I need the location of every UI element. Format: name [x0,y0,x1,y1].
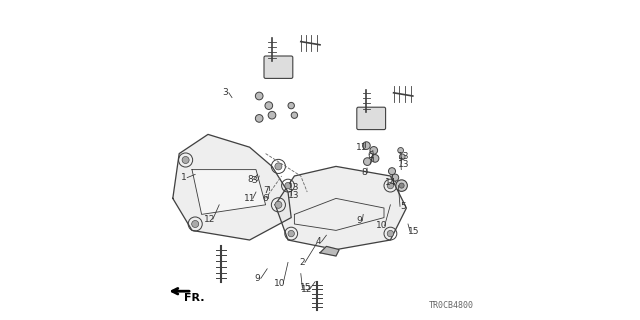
Circle shape [255,115,263,122]
Circle shape [371,155,379,162]
Circle shape [388,168,396,175]
Text: 12: 12 [301,285,312,294]
Circle shape [268,111,276,119]
Text: 11: 11 [244,194,255,203]
Text: 15: 15 [408,228,419,236]
Text: 6: 6 [367,151,373,160]
Text: 9: 9 [255,274,260,283]
Circle shape [265,102,273,109]
Text: 5: 5 [401,202,406,211]
Circle shape [387,182,394,189]
Polygon shape [192,170,266,214]
Text: 13: 13 [398,152,410,161]
Text: 8: 8 [362,168,367,177]
Circle shape [370,147,378,154]
Circle shape [399,183,404,188]
Text: 1: 1 [181,173,187,182]
Circle shape [364,158,371,165]
Circle shape [275,201,282,208]
Text: 10: 10 [275,279,285,288]
Circle shape [288,102,294,109]
Circle shape [255,92,263,100]
Circle shape [285,182,291,189]
Polygon shape [275,166,406,250]
Circle shape [398,148,404,153]
Circle shape [399,154,405,160]
Text: 14: 14 [385,178,396,187]
Circle shape [291,112,298,118]
FancyBboxPatch shape [264,56,293,78]
Text: 13: 13 [289,183,300,192]
Circle shape [387,230,394,237]
Text: 3: 3 [223,88,228,97]
Circle shape [396,180,408,191]
Text: 7: 7 [368,157,373,166]
Text: FR.: FR. [184,293,205,303]
Text: 8: 8 [248,175,253,184]
Text: 10: 10 [376,221,387,230]
Text: TR0CB4800: TR0CB4800 [429,301,474,310]
Polygon shape [320,246,339,256]
Text: 13: 13 [288,191,300,200]
Text: 3: 3 [252,176,257,185]
Text: 15: 15 [300,284,311,292]
Text: 7: 7 [263,186,268,195]
Circle shape [275,163,282,170]
Text: 6: 6 [262,194,268,203]
Text: 2: 2 [299,258,305,267]
Text: 4: 4 [316,237,321,246]
Circle shape [362,142,370,149]
Circle shape [192,220,198,228]
Text: 12: 12 [204,215,215,224]
Polygon shape [173,134,291,240]
Circle shape [182,156,189,164]
Circle shape [392,174,399,181]
FancyBboxPatch shape [357,107,385,130]
Circle shape [288,230,294,237]
Text: 11: 11 [356,143,367,152]
Text: 9: 9 [356,216,362,225]
Text: 13: 13 [399,160,410,169]
